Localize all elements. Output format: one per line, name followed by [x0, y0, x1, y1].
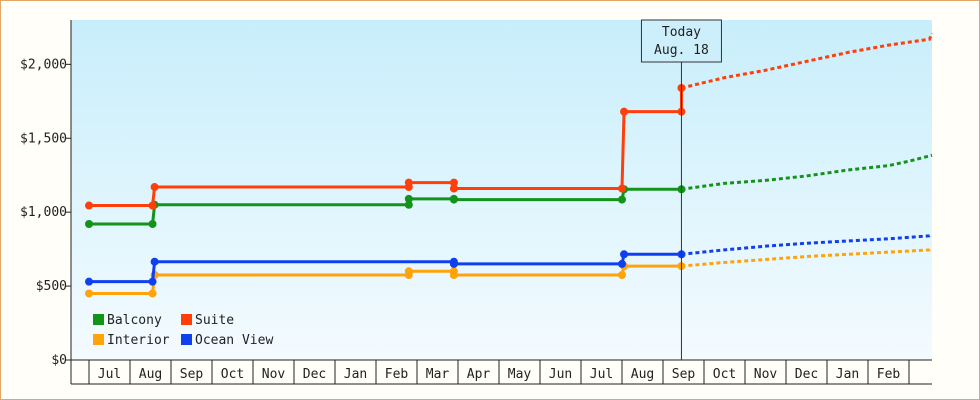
today-marker: Today Aug. 18	[640, 19, 722, 360]
data-point	[404, 178, 413, 187]
x-tick-label: Jan	[344, 367, 367, 382]
series-forecast-line	[681, 233, 933, 256]
legend-label: Suite	[195, 313, 234, 328]
data-point	[449, 259, 458, 268]
data-point	[85, 277, 93, 286]
x-tick-label: Dec	[303, 367, 326, 382]
data-point	[618, 259, 626, 268]
y-tick-label: $1,500	[20, 131, 67, 146]
data-point	[449, 178, 458, 187]
data-point	[620, 250, 629, 259]
y-tick-label: $1,000	[20, 205, 67, 220]
data-point	[150, 183, 159, 192]
series-forecast-line	[681, 32, 934, 90]
data-point	[148, 289, 157, 298]
x-tick-label: Dec	[795, 367, 818, 382]
x-tick-label: Nov	[262, 367, 286, 382]
x-tick-label: Aug	[139, 367, 162, 382]
x-tick-label: Oct	[221, 367, 244, 382]
data-point	[449, 195, 458, 204]
data-point	[618, 184, 626, 193]
series-balcony	[85, 153, 933, 228]
series-ocean-view	[85, 233, 933, 286]
data-point	[404, 267, 413, 276]
data-point	[150, 257, 159, 266]
data-point	[404, 200, 413, 209]
x-tick-label: Aug	[631, 367, 654, 382]
y-tick-label: $500	[36, 279, 67, 294]
data-point	[618, 271, 626, 279]
x-tick-label: Nov	[754, 367, 778, 382]
data-point	[449, 271, 458, 279]
legend-swatch	[181, 314, 192, 325]
x-tick-label: Feb	[385, 367, 409, 382]
y-axis: $0 $500 $1,000 $1,500 $2,000	[20, 20, 72, 368]
data-point	[404, 194, 413, 203]
today-date: Aug. 18	[654, 43, 709, 58]
x-tick-label: Oct	[713, 367, 736, 382]
data-point	[148, 201, 157, 210]
y-tick-label: $0	[51, 353, 67, 368]
x-tick-label: Jul	[590, 367, 613, 382]
x-tick-label: Jun	[549, 367, 572, 382]
data-point	[620, 107, 629, 116]
x-tick-label: Feb	[877, 367, 901, 382]
legend: Balcony Suite Interior Ocean View	[93, 313, 273, 348]
series-forecast-line	[681, 246, 933, 268]
x-tick-label: Mar	[426, 367, 450, 382]
x-tick-label: Sep	[180, 367, 204, 382]
today-label: Today	[662, 25, 701, 40]
legend-swatch	[93, 314, 104, 325]
x-tick-label: Apr	[467, 367, 491, 382]
legend-label: Interior	[107, 333, 170, 348]
legend-swatch	[93, 334, 104, 345]
data-point	[618, 195, 626, 204]
series-line	[89, 187, 682, 226]
legend-swatch	[181, 334, 192, 345]
x-axis: Jul Aug Sep Oct Nov Dec Jan Feb Mar Apr May Jun Jul A…	[70, 359, 932, 385]
x-tick-label: Jul	[98, 367, 121, 382]
data-point	[85, 289, 93, 298]
x-tick-label: Jan	[836, 367, 859, 382]
data-point	[148, 277, 157, 286]
data-point	[85, 201, 93, 210]
data-point	[148, 220, 157, 228]
y-tick-label: $2,000	[20, 57, 67, 72]
series-forecast-line	[681, 153, 933, 191]
data-point	[85, 220, 93, 228]
x-tick-label: May	[508, 367, 532, 382]
data-point	[449, 184, 458, 193]
legend-label: Balcony	[107, 313, 162, 328]
legend-label: Ocean View	[195, 333, 273, 348]
x-tick-label: Sep	[672, 367, 696, 382]
today-box	[640, 19, 722, 63]
